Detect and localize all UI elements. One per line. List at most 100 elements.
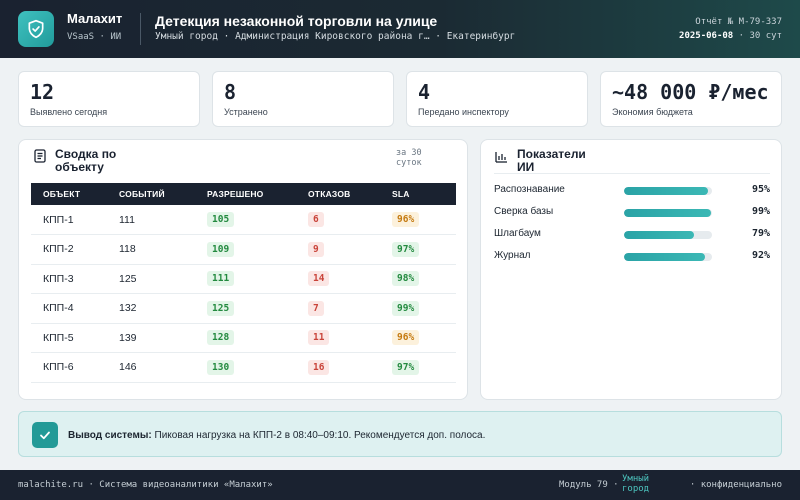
ai-metric-value: 92% — [751, 250, 770, 261]
allowed-badge: 128 — [207, 330, 235, 346]
ai-metric-row: Сверка базы 99% — [494, 204, 770, 220]
kpi-value: 8 — [224, 80, 237, 104]
progress-track — [624, 253, 712, 261]
sla-badge: 96% — [392, 330, 420, 346]
allowed-badge: 130 — [207, 359, 235, 375]
report-info: Отчёт № М-79-337 2025-06-08 · 30 сут — [672, 15, 782, 43]
cell-object: КПП-4 — [31, 293, 107, 324]
kpi-value: 4 — [418, 80, 431, 104]
page-subtitle: Умный город · Администрация Кировского р… — [155, 31, 516, 42]
denied-badge: 14 — [308, 271, 330, 287]
shield-check-logo-icon — [18, 11, 54, 47]
allowed-badge: 109 — [207, 241, 235, 257]
kpi-label: Устранено — [224, 107, 268, 117]
cell-events: 139 — [107, 323, 195, 353]
column-header: РАЗРЕШЕНО — [207, 189, 264, 199]
alert-text: Пиковая нагрузка на КПП-2 в 08:40–09:10.… — [154, 430, 486, 441]
table-header: ОБЪЕКТ СОБЫТИЙ РАЗРЕШЕНО ОТКАЗОВ SLA — [31, 183, 456, 205]
kpi-label: Экономия бюджета — [612, 107, 693, 117]
cell-events: 125 — [107, 264, 195, 294]
progress-fill — [624, 187, 708, 195]
sla-badge: 97% — [392, 359, 420, 375]
cell-object: КПП-6 — [31, 352, 107, 383]
cell-object: КПП-5 — [31, 323, 107, 353]
ai-metric-name: Журнал — [494, 250, 531, 261]
system-conclusion-alert: Вывод системы: Пиковая нагрузка на КПП-2… — [18, 411, 782, 457]
app-footer: malachite.ru · Система видеоаналитики «М… — [0, 470, 800, 500]
cell-object: КПП-3 — [31, 264, 107, 294]
report-id: Отчёт № М-79-337 — [695, 17, 782, 27]
table-row: КПП-4 132 125 7 99% — [31, 293, 456, 324]
denied-badge: 16 — [308, 359, 330, 375]
kpi-card-resolved: 8 Устранено — [212, 71, 394, 127]
footer-site: malachite.ru · Система видеоаналитики «М… — [18, 480, 273, 490]
progress-track — [624, 231, 712, 239]
kpi-card-budget-savings: ~48 000 ₽/мес Экономия бюджета — [600, 71, 782, 127]
ai-metric-row: Журнал 92% — [494, 248, 770, 264]
report-period-line: 2025-06-08 · 30 сут — [672, 29, 782, 43]
denied-badge: 9 — [308, 241, 324, 257]
header-divider — [140, 13, 141, 45]
summary-panel: Сводка по объекту за 30 суток ОБЪЕКТ СОБ… — [18, 139, 468, 400]
summary-title: Сводка по объекту — [55, 147, 117, 174]
report-period: · 30 сут — [738, 31, 782, 41]
denied-badge: 7 — [308, 300, 324, 316]
ai-metric-name: Сверка базы — [494, 206, 554, 217]
ai-metric-name: Распознавание — [494, 184, 565, 195]
kpi-label: Передано инспектору — [418, 107, 509, 117]
alert-label: Вывод системы: — [68, 430, 152, 441]
cell-events: 132 — [107, 293, 195, 324]
allowed-badge: 111 — [207, 271, 235, 287]
ai-metric-name: Шлагбаум — [494, 228, 541, 239]
kpi-card-sent-to-inspector: 4 Передано инспектору — [406, 71, 588, 127]
kpi-card-detected-today: 12 Выявлено сегодня — [18, 71, 200, 127]
cell-object: КПП-2 — [31, 234, 107, 265]
bar-chart-icon — [495, 150, 508, 168]
table-row: КПП-6 146 130 16 97% — [31, 352, 456, 383]
footer-module: Модуль 79 · — [559, 480, 619, 490]
allowed-badge: 125 — [207, 300, 235, 316]
kpi-value: ~48 000 ₽/мес — [612, 80, 769, 104]
column-header: ОБЪЕКТ — [43, 189, 81, 199]
progress-track — [624, 187, 712, 195]
ai-metric-value: 95% — [751, 184, 770, 195]
ai-metric-value: 99% — [751, 206, 770, 217]
page-title: Детекция незаконной торговли на улице — [155, 13, 438, 29]
alert-message: Вывод системы: Пиковая нагрузка на КПП-2… — [68, 429, 498, 442]
allowed-badge: 105 — [207, 212, 235, 227]
footer-confidential: · конфиденциально — [689, 480, 782, 490]
progress-fill — [624, 209, 712, 217]
sla-badge: 96% — [392, 212, 420, 227]
table-row: КПП-5 139 128 11 96% — [31, 323, 456, 353]
sla-badge: 99% — [392, 300, 420, 316]
brand-subtitle: VSaaS · ИИ — [67, 32, 122, 42]
cell-object: КПП-1 — [31, 205, 107, 235]
progress-fill — [624, 231, 694, 239]
app-header: Малахит VSaaS · ИИ Детекция незаконной т… — [0, 0, 800, 58]
column-header: SLA — [392, 189, 410, 199]
ai-metric-value: 79% — [751, 228, 770, 239]
report-date: 2025-06-08 — [679, 31, 734, 41]
brand-name: Малахит — [67, 11, 123, 26]
ai-metric-row: Распознавание 95% — [494, 182, 770, 198]
check-icon — [32, 422, 58, 448]
denied-badge: 6 — [308, 212, 324, 227]
cell-events: 111 — [107, 205, 195, 235]
table-row: КПП-2 118 109 9 97% — [31, 234, 456, 265]
kpi-value: 12 — [30, 80, 55, 104]
summary-period: за 30 суток — [396, 148, 422, 168]
table-row: КПП-1 111 105 6 96% — [31, 205, 456, 235]
document-icon — [34, 149, 46, 168]
progress-fill — [624, 253, 705, 261]
table-row: КПП-3 125 111 14 98% — [31, 264, 456, 294]
ai-title: Показатели ИИ — [517, 147, 586, 174]
ai-metric-row: Шлагбаум 79% — [494, 226, 770, 242]
ai-divider — [494, 173, 770, 174]
cell-events: 118 — [107, 234, 195, 265]
footer-city: Умный город — [622, 474, 650, 494]
sla-badge: 98% — [392, 271, 420, 287]
column-header: ОТКАЗОВ — [308, 189, 351, 199]
progress-track — [624, 209, 712, 217]
sla-badge: 97% — [392, 241, 420, 257]
kpi-label: Выявлено сегодня — [30, 107, 108, 117]
